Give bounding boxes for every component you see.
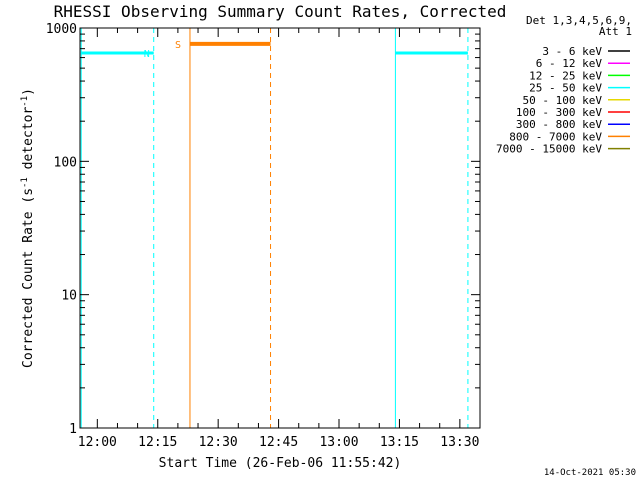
x-tick-label-1215: 12:15: [138, 435, 177, 450]
saa-interval-label: S: [175, 40, 181, 51]
y-tick-label-1: 1: [69, 422, 77, 437]
plot-frame: [79, 27, 481, 429]
legend-label-6: 300 - 800 keV: [516, 118, 602, 131]
chart-title: RHESSI Observing Summary Count Rates, Co…: [54, 2, 507, 21]
x-tick-label-1245: 12:45: [259, 435, 298, 450]
legend-header-1: Att 1: [599, 25, 632, 38]
y-tick-label-100: 100: [54, 155, 77, 170]
y-tick-label-10: 10: [61, 289, 77, 304]
y-tick-label-1000: 1000: [46, 22, 77, 37]
legend-label-8: 7000 - 15000 keV: [496, 143, 602, 156]
x-axis-label: Start Time (26-Feb-06 11:55:42): [159, 456, 402, 471]
legend-header-0: Det 1,3,4,5,6,9,: [526, 14, 632, 27]
y-axis-label: Corrected Count Rate (s-1 detector-1): [20, 88, 36, 368]
plot-area: NS: [80, 28, 469, 428]
legend-label-7: 800 - 7000 keV: [509, 130, 602, 143]
legend-label-0: 3 - 6 keV: [542, 45, 602, 58]
x-tick-label-1315: 13:15: [380, 435, 419, 450]
x-tick-label-1300: 13:00: [319, 435, 358, 450]
legend-label-5: 100 - 300 keV: [516, 106, 602, 119]
x-tick-label-1330: 13:30: [440, 435, 479, 450]
legend-label-3: 25 - 50 keV: [529, 82, 602, 95]
legend-label-4: 50 - 100 keV: [523, 94, 603, 107]
x-tick-label-1230: 12:30: [199, 435, 238, 450]
timestamp: 14-Oct-2021 05:30: [544, 468, 636, 478]
x-tick-label-1200: 12:00: [78, 435, 117, 450]
night-interval-label: N: [144, 49, 150, 60]
legend-label-1: 6 - 12 keV: [536, 57, 603, 70]
axes: 1 10 100 1000 12:00 12:15 12:30 12:45 13:00 13:15…: [46, 22, 481, 450]
legend-label-2: 12 - 25 keV: [529, 69, 602, 82]
